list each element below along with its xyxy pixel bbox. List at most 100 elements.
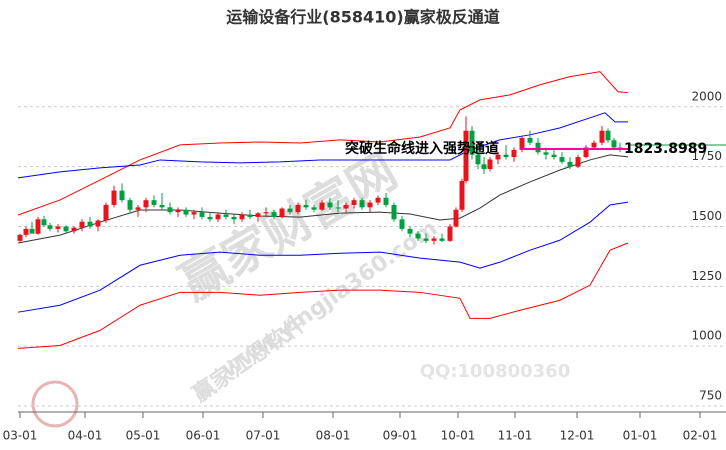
- candle-body: [511, 149, 517, 158]
- candle-body: [199, 212, 205, 217]
- x-tick-label: 12-01: [560, 429, 595, 443]
- y-tick-label: 750: [699, 389, 722, 403]
- candle-body: [191, 212, 197, 215]
- band-line: [17, 242, 629, 349]
- candle-body: [303, 204, 309, 208]
- candle-body: [527, 137, 533, 143]
- candle-body: [103, 204, 109, 221]
- candle-body: [487, 159, 493, 170]
- candle-body: [279, 208, 285, 217]
- candle-body: [95, 220, 101, 227]
- candle-body: [207, 216, 213, 220]
- candle-body: [215, 214, 221, 220]
- x-tick-label: 11-01: [498, 429, 533, 443]
- candle-body: [447, 226, 453, 241]
- candle-body: [407, 228, 413, 234]
- candle-body: [453, 209, 459, 227]
- candle-body: [71, 227, 77, 232]
- candle-body: [239, 214, 245, 220]
- candle-body: [35, 219, 41, 234]
- candle-body: [29, 228, 35, 234]
- candle-body: [551, 154, 557, 158]
- candle-body: [459, 181, 465, 210]
- candle-body: [135, 207, 141, 210]
- candle-body: [119, 190, 125, 201]
- candle-body: [431, 238, 437, 241]
- candle-body: [79, 221, 85, 228]
- candle-body: [175, 209, 181, 213]
- candle-body: [439, 238, 445, 241]
- band-line: [17, 71, 629, 216]
- candle-body: [231, 216, 237, 220]
- annotation: 突破生命线进入强势通道: [345, 140, 499, 157]
- candle-body: [151, 200, 157, 205]
- y-tick-label: 1500: [691, 209, 722, 223]
- candle-body: [351, 200, 357, 205]
- y-tick-label: 1750: [691, 149, 722, 163]
- candle-body: [319, 202, 325, 210]
- y-tick-label: 1000: [691, 329, 722, 343]
- candle-body: [41, 219, 47, 226]
- x-tick-label: 07-01: [246, 429, 281, 443]
- candle-body: [247, 214, 253, 217]
- candle-body: [535, 142, 541, 153]
- candle-body: [475, 154, 481, 165]
- candle-body: [167, 207, 173, 213]
- candle-body: [495, 154, 501, 160]
- candle-body: [503, 154, 509, 158]
- y-tick-label: 2000: [691, 89, 722, 103]
- candle-body: [271, 212, 277, 217]
- candle-body: [559, 157, 565, 162]
- candle-body: [519, 137, 525, 150]
- x-tick-label: 02-01: [683, 429, 718, 443]
- x-tick-label: 03-01: [3, 429, 38, 443]
- candle-body: [481, 164, 487, 170]
- candle-body: [263, 212, 269, 214]
- candle-body: [63, 226, 69, 232]
- chart-title: 运输设备行业(858410)赢家极反通道: [226, 8, 499, 27]
- candle-body: [127, 200, 133, 210]
- candle-body: [367, 202, 373, 208]
- candle-body: [159, 204, 165, 208]
- candle-body: [415, 233, 421, 239]
- candle-body: [583, 147, 589, 158]
- candle-body: [469, 130, 475, 155]
- x-tick-label: 10-01: [441, 429, 476, 443]
- candle-body: [575, 157, 581, 167]
- candle-body: [223, 214, 229, 217]
- candle-body: [375, 197, 381, 203]
- candle-body: [295, 204, 301, 213]
- candle-body: [423, 238, 429, 241]
- band-line: [17, 201, 629, 313]
- y-tick-label: 1250: [691, 269, 722, 283]
- candle-body: [543, 152, 549, 155]
- x-tick-label: 01-01: [623, 429, 658, 443]
- candle-body: [327, 202, 333, 208]
- candle-body: [343, 204, 349, 209]
- candle-body: [463, 130, 469, 182]
- candle-body: [87, 221, 93, 227]
- candle-body: [255, 213, 261, 217]
- last-price-label: 1823.8989: [624, 141, 707, 157]
- candle-body: [335, 207, 341, 209]
- candle-body: [47, 225, 53, 229]
- candle-body: [183, 209, 189, 215]
- candle-body: [605, 130, 611, 141]
- band-line: [17, 112, 628, 179]
- candle-body: [143, 200, 149, 208]
- watermark: QQ:100800360: [420, 361, 571, 382]
- candle-body: [287, 208, 293, 213]
- candle-body: [591, 142, 597, 148]
- x-tick-label: 08-01: [316, 429, 351, 443]
- candle-body: [383, 197, 389, 205]
- x-tick-label: 04-01: [68, 429, 103, 443]
- candle-body: [611, 140, 617, 148]
- x-tick-label: 06-01: [186, 429, 221, 443]
- x-tick-label: 09-01: [383, 429, 418, 443]
- candle-body: [599, 130, 605, 143]
- candle-body: [311, 207, 317, 210]
- candle-body: [23, 228, 29, 235]
- candle-body: [55, 226, 61, 229]
